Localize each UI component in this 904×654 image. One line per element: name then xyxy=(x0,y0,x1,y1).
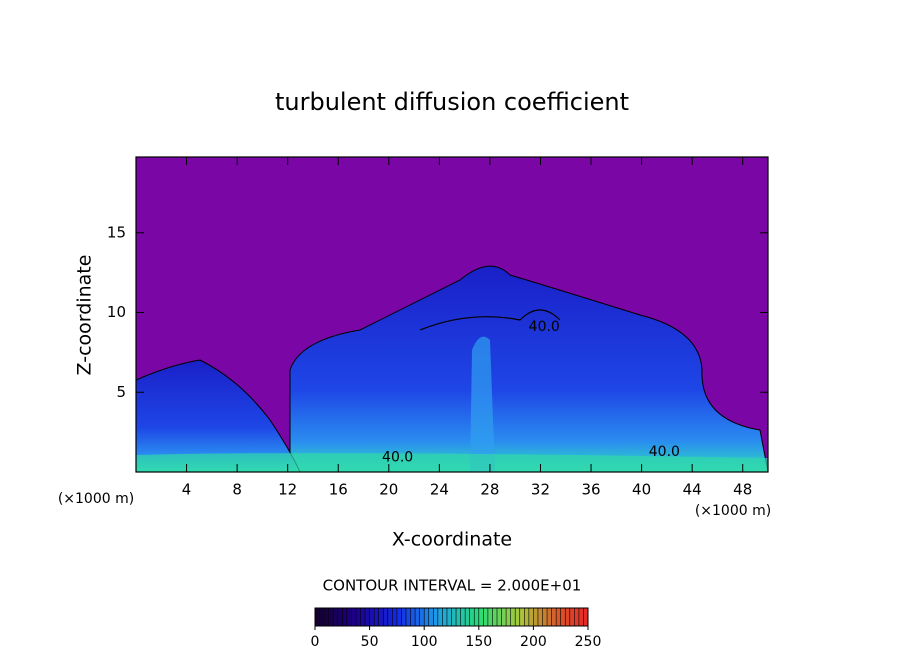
x-tick-label: 12 xyxy=(278,481,297,499)
colorbar-swatch xyxy=(510,608,516,626)
y-tick-label: 5 xyxy=(116,383,126,401)
colorbar-swatch xyxy=(501,608,507,626)
colorbar-swatch xyxy=(419,608,425,626)
x-tick-label: 48 xyxy=(733,481,752,499)
colorbar-tick-label: 50 xyxy=(361,634,379,650)
colorbar-swatch xyxy=(465,608,470,626)
x-tick-label: 40 xyxy=(632,481,651,499)
contour-label: 40.0 xyxy=(382,450,413,466)
colorbar-swatch xyxy=(519,608,525,626)
colorbar-swatch xyxy=(578,608,584,626)
colorbar-swatch xyxy=(365,608,370,626)
contour-label: 40.0 xyxy=(529,319,560,335)
colorbar-swatch xyxy=(478,608,484,626)
x-tick-label: 32 xyxy=(531,481,550,499)
colorbar-swatch xyxy=(355,608,361,626)
colorbar-swatch xyxy=(428,608,434,626)
x-tick-label: 16 xyxy=(329,481,348,499)
colorbar-swatch xyxy=(469,608,475,626)
colorbar-swatch xyxy=(446,608,452,626)
colorbar-swatch xyxy=(437,608,443,626)
colorbar-swatch xyxy=(537,608,543,626)
colorbar-swatch xyxy=(528,608,534,626)
colorbar-swatch xyxy=(483,608,488,626)
colorbar-swatch xyxy=(415,608,420,626)
colorbar-swatch xyxy=(424,608,429,626)
colorbar-title: CONTOUR INTERVAL = 2.000E+01 xyxy=(323,577,582,595)
colorbar-swatch xyxy=(451,608,457,626)
colorbar-swatch xyxy=(315,608,320,626)
colorbar-tick-label: 200 xyxy=(520,634,547,650)
y-tick-label: 10 xyxy=(107,303,126,321)
colorbar-swatch xyxy=(383,608,388,626)
colorbar-swatch xyxy=(560,608,566,626)
colorbar-swatch xyxy=(369,608,375,626)
colorbar-swatch xyxy=(524,608,529,626)
colorbar-swatch xyxy=(360,608,366,626)
y-axis-label: Z-coordinate xyxy=(74,255,96,376)
x-tick-label: 24 xyxy=(430,481,449,499)
colorbar-swatch xyxy=(533,608,538,626)
contour-label: 40.0 xyxy=(649,444,680,460)
colorbar-swatch xyxy=(374,608,379,626)
colorbar-swatch xyxy=(387,608,393,626)
colorbar-tick-label: 100 xyxy=(411,634,438,650)
x-tick-label: 20 xyxy=(379,481,398,499)
chart-title: turbulent diffusion coefficient xyxy=(275,88,629,116)
x-tick-label: 4 xyxy=(182,481,192,499)
y-tick-label: 15 xyxy=(107,223,126,241)
colorbar-swatch xyxy=(346,608,352,626)
x-tick-label: 8 xyxy=(232,481,242,499)
colorbar-swatch xyxy=(506,608,511,626)
x-tick-label: 36 xyxy=(581,481,600,499)
colorbar-swatch xyxy=(433,608,438,626)
colorbar-swatch xyxy=(442,608,447,626)
colorbar-swatch xyxy=(547,608,552,626)
colorbar-frame xyxy=(314,607,589,627)
colorbar-swatch xyxy=(401,608,406,626)
colorbar-swatch xyxy=(319,608,325,626)
colorbar-swatch xyxy=(487,608,493,626)
colorbar-swatch xyxy=(515,608,520,626)
colorbar-swatch xyxy=(333,608,338,626)
colorbar-swatch xyxy=(497,608,502,626)
colorbar-swatch xyxy=(456,608,461,626)
colorbar-swatch xyxy=(565,608,570,626)
colorbar-swatch xyxy=(337,608,343,626)
x-unit-label: (×1000 m) xyxy=(695,503,771,519)
colorbar-swatch xyxy=(351,608,356,626)
x-axis-label: X-coordinate xyxy=(392,529,512,551)
colorbar-swatch xyxy=(328,608,334,626)
colorbar-swatch xyxy=(542,608,548,626)
x-tick-label: 44 xyxy=(683,481,702,499)
colorbar-swatch xyxy=(474,608,479,626)
colorbar-swatch xyxy=(410,608,416,626)
colorbar-tick-label: 250 xyxy=(575,634,602,650)
colorbar-swatch xyxy=(396,608,402,626)
colorbar-swatch xyxy=(569,608,575,626)
colorbar-swatch xyxy=(342,608,347,626)
colorbar-swatch xyxy=(324,608,329,626)
plot-frame xyxy=(135,156,769,473)
colorbar-swatch xyxy=(574,608,579,626)
colorbar-swatch xyxy=(556,608,561,626)
colorbar-swatch xyxy=(406,608,411,626)
colorbar-swatch xyxy=(583,608,588,626)
colorbar-swatch xyxy=(492,608,497,626)
colorbar-tick-label: 0 xyxy=(311,634,320,650)
x-tick-label: 28 xyxy=(480,481,499,499)
colorbar-swatch xyxy=(378,608,384,626)
x-unit-label: (×1000 m) xyxy=(58,491,134,507)
colorbar-swatch xyxy=(551,608,557,626)
field xyxy=(136,157,768,472)
colorbar-tick-label: 150 xyxy=(465,634,492,650)
colorbar-swatch xyxy=(460,608,466,626)
colorbar-swatch xyxy=(392,608,397,626)
